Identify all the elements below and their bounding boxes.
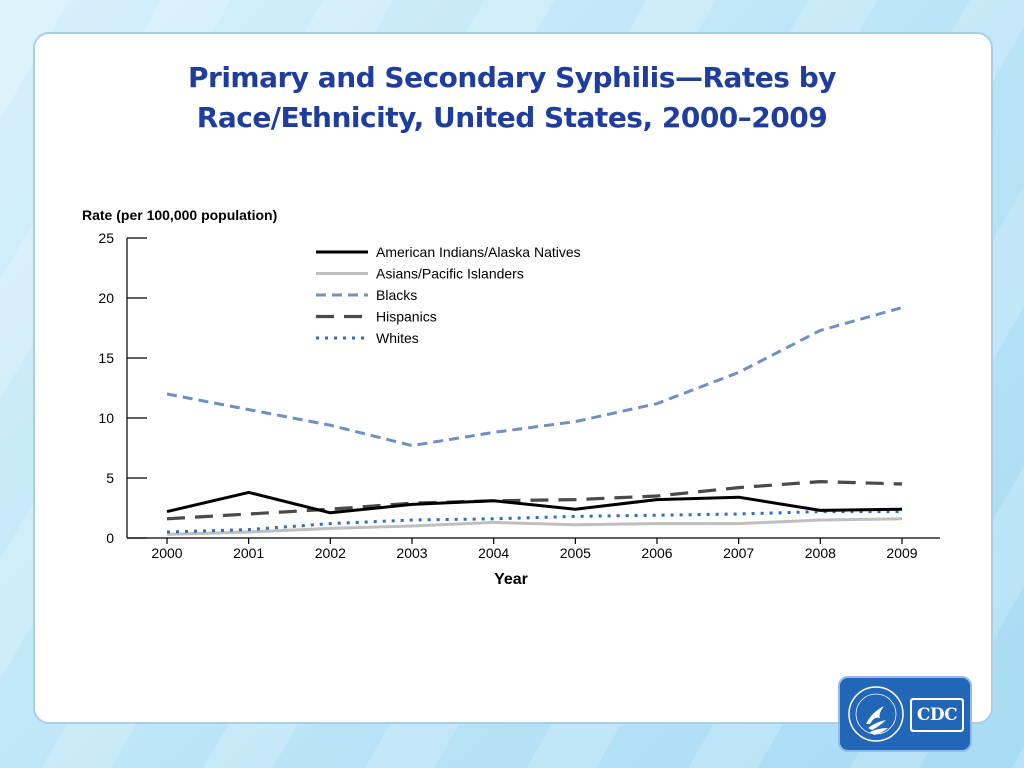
x-tick-label: 2002 bbox=[315, 545, 346, 561]
x-tick-label: 2008 bbox=[805, 545, 836, 561]
cdc-logo-box: CDC bbox=[910, 698, 964, 732]
y-tick-label: 10 bbox=[98, 410, 114, 426]
hhs-eagle-icon bbox=[848, 686, 904, 742]
series-line bbox=[166, 490, 903, 515]
x-tick-label: 2007 bbox=[723, 545, 754, 561]
x-tick-label: 2004 bbox=[478, 545, 509, 561]
legend-label: Blacks bbox=[376, 287, 417, 303]
x-tick-label: 2000 bbox=[151, 545, 182, 561]
hhs-cdc-logo: CDC bbox=[838, 676, 972, 752]
y-tick-label: 0 bbox=[106, 530, 114, 546]
y-axis-label: Rate (per 100,000 population) bbox=[82, 207, 277, 223]
series-line bbox=[166, 480, 903, 521]
legend-label: Hispanics bbox=[376, 309, 437, 325]
slide-card bbox=[33, 32, 993, 724]
legend-label: American Indians/Alaska Natives bbox=[376, 244, 581, 260]
y-tick-label: 20 bbox=[98, 290, 114, 306]
slide-title: Primary and Secondary Syphilis—Rates by … bbox=[0, 58, 1024, 138]
x-tick-label: 2009 bbox=[886, 545, 917, 561]
x-tick-label: 2005 bbox=[560, 545, 591, 561]
y-tick-label: 15 bbox=[98, 350, 114, 366]
y-tick-label: 25 bbox=[98, 230, 114, 246]
cdc-logo-text: CDC bbox=[912, 700, 962, 730]
legend-label: Whites bbox=[376, 330, 419, 346]
x-tick-label: 2001 bbox=[233, 545, 264, 561]
title-line-2: Race/Ethnicity, United States, 2000–2009 bbox=[196, 101, 828, 134]
x-tick-label: 2003 bbox=[396, 545, 427, 561]
legend-label: Asians/Pacific Islanders bbox=[376, 266, 524, 282]
x-axis-label: Year bbox=[494, 571, 528, 588]
series-line bbox=[166, 306, 903, 448]
y-tick-label: 5 bbox=[106, 470, 114, 486]
series-line bbox=[166, 517, 903, 536]
x-tick-label: 2006 bbox=[641, 545, 672, 561]
series-line bbox=[166, 510, 902, 534]
title-line-1: Primary and Secondary Syphilis—Rates by bbox=[188, 61, 837, 94]
